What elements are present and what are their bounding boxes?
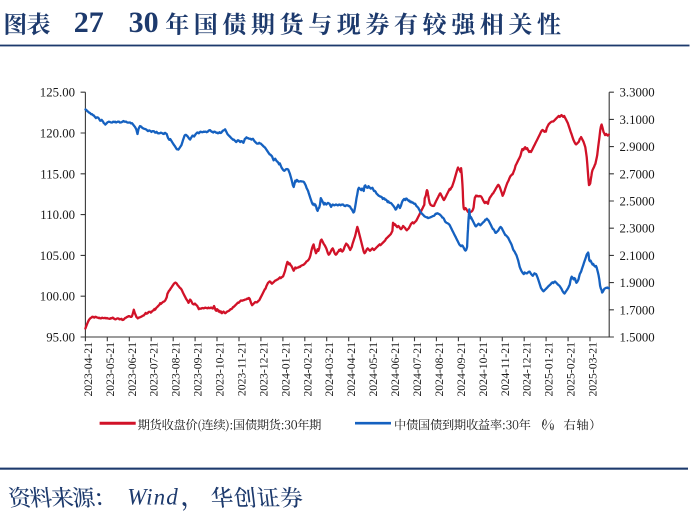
svg-text:2023-09-21: 2023-09-21 (192, 342, 205, 397)
svg-text:120.00: 120.00 (40, 127, 75, 141)
svg-text:125.00: 125.00 (40, 86, 75, 100)
svg-text:2.9000: 2.9000 (620, 140, 655, 154)
svg-text:2024-09-21: 2024-09-21 (455, 342, 468, 397)
svg-text:2024-05-21: 2024-05-21 (367, 342, 380, 397)
svg-text:2023-11-21: 2023-11-21 (236, 342, 249, 396)
svg-text:2.3000: 2.3000 (620, 222, 655, 236)
svg-text:2024-06-21: 2024-06-21 (389, 342, 402, 397)
svg-text:2024-07-21: 2024-07-21 (411, 342, 424, 397)
svg-text:100.00: 100.00 (40, 290, 75, 304)
svg-text:2023-07-21: 2023-07-21 (148, 342, 161, 397)
svg-text:2024-03-21: 2024-03-21 (323, 342, 336, 397)
svg-text:2024-11-21: 2024-11-21 (499, 342, 512, 396)
svg-text:30: 30 (129, 6, 159, 39)
svg-text:2025-03-21: 2025-03-21 (587, 342, 600, 397)
svg-text:2023-10-21: 2023-10-21 (214, 342, 227, 397)
svg-text:27: 27 (74, 6, 104, 39)
svg-text:105.00: 105.00 (40, 249, 75, 263)
svg-text:Wind: Wind (127, 485, 179, 510)
svg-text:115.00: 115.00 (40, 167, 75, 181)
svg-text:2023-05-21: 2023-05-21 (104, 342, 117, 397)
svg-text:1.7000: 1.7000 (620, 303, 655, 317)
svg-text:2024-04-21: 2024-04-21 (345, 342, 358, 397)
svg-text:2023-08-21: 2023-08-21 (170, 342, 183, 397)
svg-text:110.00: 110.00 (40, 208, 75, 222)
svg-text:2024-02-21: 2024-02-21 (301, 342, 314, 397)
svg-text:2025-01-21: 2025-01-21 (543, 342, 556, 397)
svg-text:2023-04-21: 2023-04-21 (82, 342, 95, 397)
svg-text:2025-02-21: 2025-02-21 (565, 342, 578, 397)
svg-text:95.00: 95.00 (46, 331, 75, 345)
svg-text:1.9000: 1.9000 (620, 276, 655, 290)
svg-text:3.1000: 3.1000 (620, 113, 655, 127)
svg-text:2024-01-21: 2024-01-21 (279, 342, 292, 397)
svg-text:3.3000: 3.3000 (620, 86, 655, 100)
svg-text:2024-10-21: 2024-10-21 (477, 342, 490, 397)
svg-text:1.5000: 1.5000 (620, 331, 655, 345)
svg-text:2.5000: 2.5000 (620, 195, 655, 209)
svg-text:2023-06-21: 2023-06-21 (126, 342, 139, 397)
svg-text:2.1000: 2.1000 (620, 249, 655, 263)
svg-text:2023-12-21: 2023-12-21 (257, 342, 270, 397)
svg-text:2024-08-21: 2024-08-21 (433, 342, 446, 397)
svg-text:2.7000: 2.7000 (620, 167, 655, 181)
svg-text:2024-12-21: 2024-12-21 (521, 342, 534, 397)
